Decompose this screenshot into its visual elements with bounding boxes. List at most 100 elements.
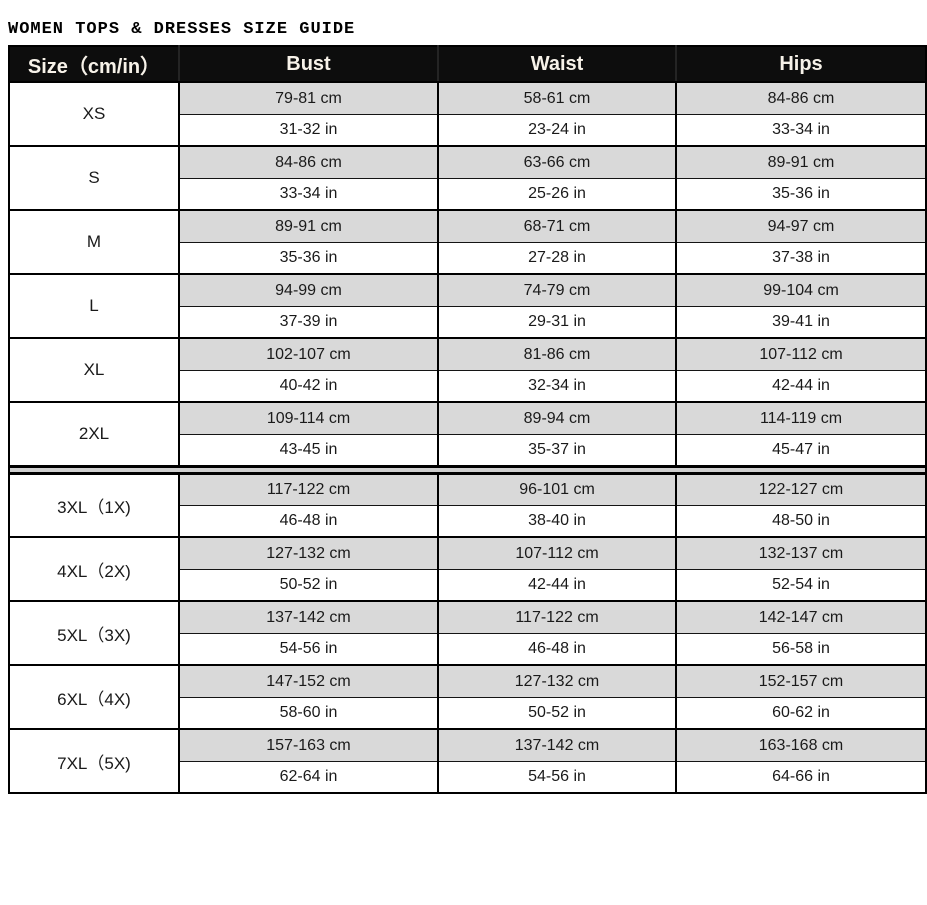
waist-cm-cell: 117-122 cm bbox=[437, 601, 676, 634]
bust-in-cell: 54-56 in bbox=[178, 633, 438, 667]
waist-cm-cell: 74-79 cm bbox=[437, 274, 676, 307]
hips-in-cell: 45-47 in bbox=[675, 434, 926, 468]
size-cell: 5XL（3X) bbox=[9, 601, 179, 667]
hips-cm-cell: 114-119 cm bbox=[675, 402, 926, 435]
hips-cm-cell: 107-112 cm bbox=[675, 338, 926, 371]
size-cell: 4XL（2X) bbox=[9, 537, 179, 603]
table-row: 40-42 in 32-34 in 42-44 in bbox=[9, 370, 926, 404]
bust-in-cell: 46-48 in bbox=[178, 505, 438, 539]
waist-cm-cell: 96-101 cm bbox=[437, 473, 676, 506]
waist-in-cell: 29-31 in bbox=[437, 306, 676, 340]
table-row: XL 102-107 cm 81-86 cm 107-112 cm bbox=[9, 338, 926, 404]
header-bust: Bust bbox=[178, 46, 438, 84]
bust-in-cell: 35-36 in bbox=[178, 242, 438, 276]
header-hips: Hips bbox=[675, 46, 926, 84]
size-cell: XL bbox=[9, 338, 179, 404]
bust-cm-cell: 102-107 cm bbox=[178, 338, 438, 371]
bust-cm-cell: 79-81 cm bbox=[178, 82, 438, 115]
table-row: XS 79-81 cm 58-61 cm 84-86 cm bbox=[9, 82, 926, 148]
table-row: 2XL 109-114 cm 89-94 cm 114-119 cm bbox=[9, 402, 926, 468]
table-row: 6XL（4X) 147-152 cm 127-132 cm 152-157 cm bbox=[9, 665, 926, 731]
section-divider-band bbox=[9, 464, 926, 475]
header-size: Size（cm/in） bbox=[9, 46, 179, 84]
waist-in-cell: 50-52 in bbox=[437, 697, 676, 731]
page-title: WOMEN TOPS & DRESSES SIZE GUIDE bbox=[8, 20, 356, 39]
waist-in-cell: 23-24 in bbox=[437, 114, 676, 148]
hips-cm-cell: 122-127 cm bbox=[675, 473, 926, 506]
header-row: Size（cm/in） Bust Waist Hips bbox=[9, 46, 926, 84]
bust-in-cell: 62-64 in bbox=[178, 761, 438, 795]
table-row: 3XL（1X) 117-122 cm 96-101 cm 122-127 cm bbox=[9, 473, 926, 539]
table-row: 62-64 in 54-56 in 64-66 in bbox=[9, 761, 926, 795]
bust-cm-cell: 94-99 cm bbox=[178, 274, 438, 307]
bust-cm-cell: 147-152 cm bbox=[178, 665, 438, 698]
bust-in-cell: 31-32 in bbox=[178, 114, 438, 148]
table-row: 31-32 in 23-24 in 33-34 in bbox=[9, 114, 926, 148]
table-row: 5XL（3X) 137-142 cm 117-122 cm 142-147 cm bbox=[9, 601, 926, 667]
bust-cm-cell: 109-114 cm bbox=[178, 402, 438, 435]
bust-in-cell: 50-52 in bbox=[178, 569, 438, 603]
hips-in-cell: 33-34 in bbox=[675, 114, 926, 148]
hips-cm-cell: 132-137 cm bbox=[675, 537, 926, 570]
bust-cm-cell: 137-142 cm bbox=[178, 601, 438, 634]
bust-cm-cell: 89-91 cm bbox=[178, 210, 438, 243]
hips-in-cell: 42-44 in bbox=[675, 370, 926, 404]
size-table-body: XS 79-81 cm 58-61 cm 84-86 cm 31-32 in 23-24 … bbox=[9, 82, 926, 795]
table-row: 46-48 in 38-40 in 48-50 in bbox=[9, 505, 926, 539]
hips-cm-cell: 152-157 cm bbox=[675, 665, 926, 698]
size-cell: 3XL（1X) bbox=[9, 473, 179, 539]
bust-cm-cell: 117-122 cm bbox=[178, 473, 438, 506]
waist-cm-cell: 68-71 cm bbox=[437, 210, 676, 243]
size-cell: 7XL（5X) bbox=[9, 729, 179, 795]
hips-in-cell: 60-62 in bbox=[675, 697, 926, 731]
table-header: Size（cm/in） Bust Waist Hips bbox=[9, 46, 926, 84]
size-guide-table: Size（cm/in） Bust Waist Hips XS 79-81 cm 58… bbox=[8, 45, 927, 795]
waist-in-cell: 35-37 in bbox=[437, 434, 676, 468]
waist-cm-cell: 63-66 cm bbox=[437, 146, 676, 179]
hips-in-cell: 39-41 in bbox=[675, 306, 926, 340]
hips-in-cell: 37-38 in bbox=[675, 242, 926, 276]
waist-in-cell: 46-48 in bbox=[437, 633, 676, 667]
table-row: 4XL（2X) 127-132 cm 107-112 cm 132-137 cm bbox=[9, 537, 926, 603]
size-cell: 2XL bbox=[9, 402, 179, 468]
hips-cm-cell: 99-104 cm bbox=[675, 274, 926, 307]
bust-cm-cell: 157-163 cm bbox=[178, 729, 438, 762]
size-cell: M bbox=[9, 210, 179, 276]
waist-cm-cell: 107-112 cm bbox=[437, 537, 676, 570]
table-row: L 94-99 cm 74-79 cm 99-104 cm bbox=[9, 274, 926, 340]
hips-cm-cell: 84-86 cm bbox=[675, 82, 926, 115]
hips-cm-cell: 89-91 cm bbox=[675, 146, 926, 179]
hips-cm-cell: 163-168 cm bbox=[675, 729, 926, 762]
table-row: S 84-86 cm 63-66 cm 89-91 cm bbox=[9, 146, 926, 212]
hips-in-cell: 64-66 in bbox=[675, 761, 926, 795]
bust-cm-cell: 84-86 cm bbox=[178, 146, 438, 179]
table-row: 54-56 in 46-48 in 56-58 in bbox=[9, 633, 926, 667]
section-divider bbox=[9, 464, 926, 475]
waist-in-cell: 32-34 in bbox=[437, 370, 676, 404]
size-cell: XS bbox=[9, 82, 179, 148]
waist-in-cell: 42-44 in bbox=[437, 569, 676, 603]
header-waist: Waist bbox=[437, 46, 676, 84]
waist-cm-cell: 58-61 cm bbox=[437, 82, 676, 115]
waist-cm-cell: 89-94 cm bbox=[437, 402, 676, 435]
waist-in-cell: 38-40 in bbox=[437, 505, 676, 539]
hips-cm-cell: 94-97 cm bbox=[675, 210, 926, 243]
waist-in-cell: 54-56 in bbox=[437, 761, 676, 795]
bust-in-cell: 33-34 in bbox=[178, 178, 438, 212]
bust-in-cell: 43-45 in bbox=[178, 434, 438, 468]
waist-in-cell: 27-28 in bbox=[437, 242, 676, 276]
bust-in-cell: 58-60 in bbox=[178, 697, 438, 731]
size-cell: 6XL（4X) bbox=[9, 665, 179, 731]
table-row: 43-45 in 35-37 in 45-47 in bbox=[9, 434, 926, 468]
hips-in-cell: 52-54 in bbox=[675, 569, 926, 603]
table-row: 7XL（5X) 157-163 cm 137-142 cm 163-168 cm bbox=[9, 729, 926, 795]
size-cell: S bbox=[9, 146, 179, 212]
hips-in-cell: 48-50 in bbox=[675, 505, 926, 539]
table-row: 37-39 in 29-31 in 39-41 in bbox=[9, 306, 926, 340]
waist-cm-cell: 127-132 cm bbox=[437, 665, 676, 698]
bust-in-cell: 37-39 in bbox=[178, 306, 438, 340]
hips-cm-cell: 142-147 cm bbox=[675, 601, 926, 634]
table-row: M 89-91 cm 68-71 cm 94-97 cm bbox=[9, 210, 926, 276]
size-cell: L bbox=[9, 274, 179, 340]
waist-in-cell: 25-26 in bbox=[437, 178, 676, 212]
